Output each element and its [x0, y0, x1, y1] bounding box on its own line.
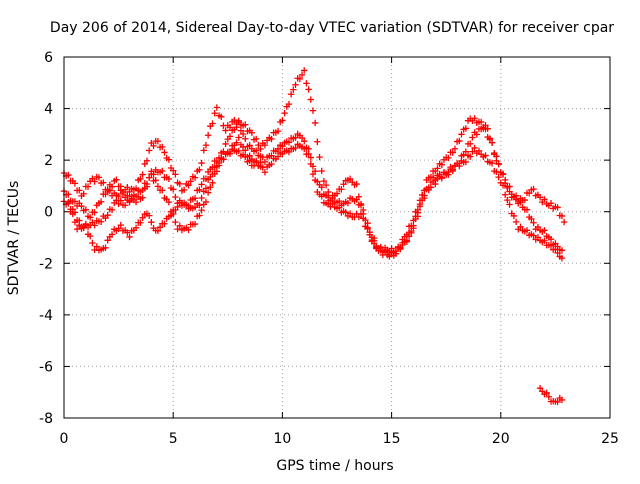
x-tick-label: 25	[601, 431, 619, 447]
series-markers	[536, 384, 566, 406]
grid	[64, 57, 610, 418]
y-tick-label: 0	[44, 205, 53, 221]
series-markers	[60, 134, 566, 262]
x-tick-label: 20	[492, 431, 510, 447]
series-track-5	[536, 384, 566, 406]
axis-ticks: 0 5 10 15 20 25 -8 -6 -4 -2 0 2 4 6	[39, 50, 619, 447]
y-axis-label: SDTVAR / TECUs	[6, 181, 22, 296]
y-tick-label: -2	[39, 256, 53, 272]
x-tick-label: 10	[273, 431, 291, 447]
y-tick-label: 2	[44, 153, 53, 169]
x-tick-label: 0	[60, 431, 69, 447]
y-tick-label: -4	[39, 308, 53, 324]
series-markers	[65, 145, 264, 254]
y-tick-label: 4	[44, 102, 53, 118]
data-series	[60, 67, 568, 406]
series-track-3	[60, 134, 566, 262]
y-tick-label: -6	[39, 359, 53, 375]
y-tick-label: 6	[44, 50, 53, 66]
x-tick-label: 15	[383, 431, 401, 447]
x-axis-label: GPS time / hours	[276, 458, 393, 474]
x-tick-label: 5	[169, 431, 178, 447]
series-track-4	[65, 145, 264, 254]
chart-title: Day 206 of 2014, Sidereal Day-to-day VTE…	[50, 20, 614, 36]
y-tick-label: -8	[39, 411, 53, 427]
plot-frame	[63, 56, 611, 419]
